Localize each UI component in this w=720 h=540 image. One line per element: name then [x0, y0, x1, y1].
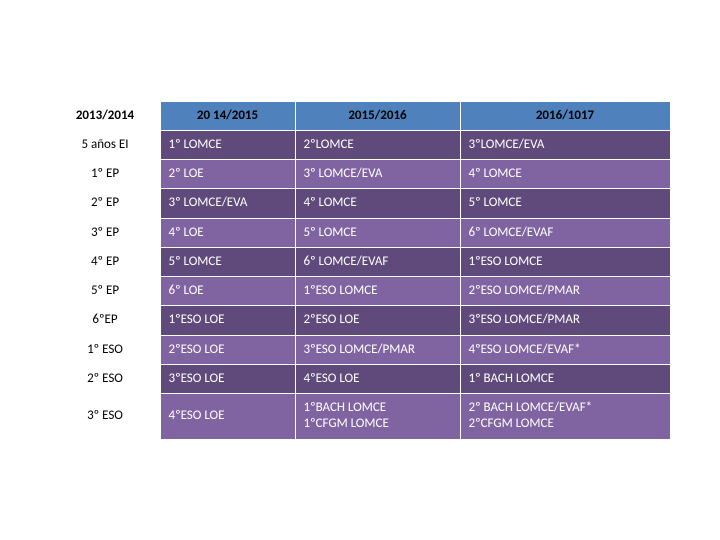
table-cell: 2º BACH LOMCE/EVAF*2ºCFGM LOMCE — [460, 394, 670, 440]
table-cell: 3ºESO LOMCE/PMAR — [460, 306, 670, 335]
table-cell: 6º LOE — [160, 277, 295, 306]
row-label: 2º EP — [50, 189, 160, 218]
table-cell: 4ºESO LOE — [295, 364, 460, 393]
row-label: 4º EP — [50, 247, 160, 276]
row-label: 3º ESO — [50, 394, 160, 440]
col-header-0: 2013/2014 — [50, 101, 160, 130]
table-row: 2º ESO3ºESO LOE4ºESO LOE1º BACH LOMCE — [50, 364, 670, 393]
table-cell: 2ºESO LOMCE/PMAR — [460, 277, 670, 306]
col-header-1: 20 14/2015 — [160, 101, 295, 130]
col-header-3: 2016/1017 — [460, 101, 670, 130]
col-header-2: 2015/2016 — [295, 101, 460, 130]
table-cell: 4ºESO LOMCE/EVAF* — [460, 335, 670, 364]
table-cell: 2ºESO LOE — [160, 335, 295, 364]
table-cell: 3ºLOMCE/EVA — [460, 130, 670, 159]
table-cell: 3ºESO LOMCE/PMAR — [295, 335, 460, 364]
row-label: 5 años EI — [50, 130, 160, 159]
table-cell: 1ºESO LOE — [160, 306, 295, 335]
table-header-row: 2013/2014 20 14/2015 2015/2016 2016/1017 — [50, 101, 670, 130]
table-cell: 2ºESO LOE — [295, 306, 460, 335]
table-body: 5 años EI1º LOMCE2ºLOMCE3ºLOMCE/EVA1º EP… — [50, 130, 670, 439]
table-cell: 5º LOMCE — [160, 247, 295, 276]
table-row: 3º ESO4ºESO LOE1ºBACH LOMCE1ºCFGM LOMCE2… — [50, 394, 670, 440]
row-label: 2º ESO — [50, 364, 160, 393]
table-cell: 5º LOMCE — [460, 189, 670, 218]
table-cell: 1ºESO LOMCE — [295, 277, 460, 306]
table-cell: 4º LOE — [160, 218, 295, 247]
table-row: 5 años EI1º LOMCE2ºLOMCE3ºLOMCE/EVA — [50, 130, 670, 159]
table-cell: 6º LOMCE/EVAF — [460, 218, 670, 247]
table-row: 1º ESO2ºESO LOE3ºESO LOMCE/PMAR4ºESO LOM… — [50, 335, 670, 364]
row-label: 1º ESO — [50, 335, 160, 364]
table-cell: 3ºESO LOE — [160, 364, 295, 393]
table-cell: 3º LOMCE/EVA — [160, 189, 295, 218]
table-row: 4º EP5º LOMCE6º LOMCE/EVAF1ºESO LOMCE — [50, 247, 670, 276]
table-cell: 1ºBACH LOMCE1ºCFGM LOMCE — [295, 394, 460, 440]
row-label: 6ºEP — [50, 306, 160, 335]
table-cell: 6º LOMCE/EVAF — [295, 247, 460, 276]
table-row: 5º EP6º LOE1ºESO LOMCE2ºESO LOMCE/PMAR — [50, 277, 670, 306]
table-cell: 4ºESO LOE — [160, 394, 295, 440]
table-cell: 5º LOMCE — [295, 218, 460, 247]
table-row: 3º EP4º LOE5º LOMCE6º LOMCE/EVAF — [50, 218, 670, 247]
table-cell: 1º LOMCE — [160, 130, 295, 159]
table-cell: 3º LOMCE/EVA — [295, 160, 460, 189]
table-cell: 2ºLOMCE — [295, 130, 460, 159]
row-label: 3º EP — [50, 218, 160, 247]
row-label: 1º EP — [50, 160, 160, 189]
table-row: 6ºEP1ºESO LOE2ºESO LOE3ºESO LOMCE/PMAR — [50, 306, 670, 335]
table-cell: 1º BACH LOMCE — [460, 364, 670, 393]
table-cell: 4º LOMCE — [295, 189, 460, 218]
table-cell: 2º LOE — [160, 160, 295, 189]
curriculum-table: 2013/2014 20 14/2015 2015/2016 2016/1017… — [50, 101, 671, 440]
table-cell: 1ºESO LOMCE — [460, 247, 670, 276]
table-row: 1º EP2º LOE3º LOMCE/EVA4º LOMCE — [50, 160, 670, 189]
row-label: 5º EP — [50, 277, 160, 306]
table-container: 2013/2014 20 14/2015 2015/2016 2016/1017… — [0, 61, 720, 480]
table-row: 2º EP3º LOMCE/EVA4º LOMCE5º LOMCE — [50, 189, 670, 218]
table-cell: 4º LOMCE — [460, 160, 670, 189]
